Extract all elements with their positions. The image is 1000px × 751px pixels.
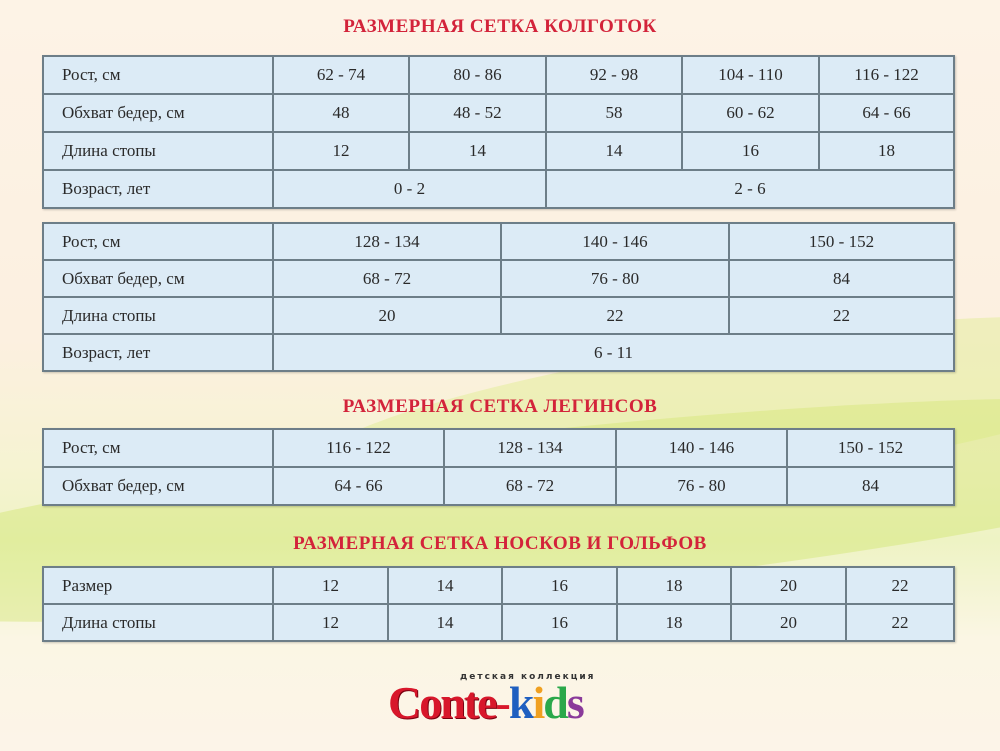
table-cell: 48 bbox=[272, 93, 410, 133]
table-row: Обхват бедер, см 64 - 66 68 - 72 76 - 80 84 bbox=[42, 466, 955, 506]
table-cell: 64 - 66 bbox=[272, 466, 445, 506]
table-cell: 104 - 110 bbox=[681, 55, 820, 95]
table-row: Рост, см 62 - 74 80 - 86 92 - 98 104 - 110 11… bbox=[42, 55, 955, 95]
table-cell: 128 - 134 bbox=[272, 222, 502, 261]
row-label: Длина стопы bbox=[42, 603, 274, 642]
table-cell: 0 - 2 bbox=[272, 169, 547, 209]
table-cell: 80 - 86 bbox=[408, 55, 547, 95]
leggings-size-table: Рост, см 116 - 122 128 - 134 140 - 146 150 -… bbox=[42, 428, 955, 506]
table-cell: 22 bbox=[845, 603, 955, 642]
table-cell: 116 - 122 bbox=[818, 55, 955, 95]
tights-size-table-1: Рост, см 62 - 74 80 - 86 92 - 98 104 - 110 11… bbox=[42, 55, 955, 209]
table-row: Возраст, лет 6 - 11 bbox=[42, 333, 955, 372]
table-cell: 76 - 80 bbox=[615, 466, 788, 506]
leggings-title: РАЗМЕРНАЯ СЕТКА ЛЕГИНСОВ bbox=[342, 396, 658, 417]
table-cell: 116 - 122 bbox=[272, 428, 445, 468]
table-cell: 20 bbox=[730, 566, 847, 605]
table-cell: 140 - 146 bbox=[615, 428, 788, 468]
table-cell: 16 bbox=[681, 131, 820, 171]
row-label: Длина стопы bbox=[42, 131, 274, 171]
table-cell: 92 - 98 bbox=[545, 55, 683, 95]
table-cell: 150 - 152 bbox=[728, 222, 955, 261]
table-cell: 14 bbox=[408, 131, 547, 171]
row-label: Возраст, лет bbox=[42, 169, 274, 209]
table-cell: 18 bbox=[616, 603, 732, 642]
table-cell: 18 bbox=[818, 131, 955, 171]
tights-size-table-2: Рост, см 128 - 134 140 - 146 150 - 152 Обхва… bbox=[42, 222, 955, 372]
table-cell: 68 - 72 bbox=[272, 259, 502, 298]
conte-kids-logo: детская коллекция Conte-kids bbox=[388, 668, 628, 734]
table-row: Обхват бедер, см 68 - 72 76 - 80 84 bbox=[42, 259, 955, 298]
row-label: Размер bbox=[42, 566, 274, 605]
table-cell: 14 bbox=[545, 131, 683, 171]
table-cell: 12 bbox=[272, 131, 410, 171]
table-cell: 2 - 6 bbox=[545, 169, 955, 209]
table-cell: 76 - 80 bbox=[500, 259, 730, 298]
table-cell: 22 bbox=[845, 566, 955, 605]
row-label: Обхват бедер, см bbox=[42, 466, 274, 506]
table-cell: 84 bbox=[728, 259, 955, 298]
row-label: Рост, см bbox=[42, 55, 274, 95]
table-cell: 14 bbox=[387, 566, 503, 605]
row-label: Обхват бедер, см bbox=[42, 259, 274, 298]
table-cell: 62 - 74 bbox=[272, 55, 410, 95]
table-cell: 20 bbox=[730, 603, 847, 642]
row-label: Рост, см bbox=[42, 222, 274, 261]
logo-subtitle: детская коллекция bbox=[460, 672, 596, 682]
table-cell: 6 - 11 bbox=[272, 333, 955, 372]
table-cell: 84 bbox=[786, 466, 955, 506]
table-cell: 22 bbox=[500, 296, 730, 335]
table-cell: 140 - 146 bbox=[500, 222, 730, 261]
table-cell: 18 bbox=[616, 566, 732, 605]
table-row: Длина стопы 12 14 14 16 18 bbox=[42, 131, 955, 171]
table-cell: 64 - 66 bbox=[818, 93, 955, 133]
row-label: Возраст, лет bbox=[42, 333, 274, 372]
table-cell: 68 - 72 bbox=[443, 466, 617, 506]
table-row: Размер 12 14 16 18 20 22 bbox=[42, 566, 955, 605]
table-cell: 12 bbox=[272, 603, 389, 642]
table-cell: 20 bbox=[272, 296, 502, 335]
table-cell: 48 - 52 bbox=[408, 93, 547, 133]
logo-brand: Conte-kids bbox=[388, 677, 585, 728]
row-label: Рост, см bbox=[42, 428, 274, 468]
socks-title: РАЗМЕРНАЯ СЕТКА НОСКОВ И ГОЛЬФОВ bbox=[293, 533, 707, 554]
table-cell: 12 bbox=[272, 566, 389, 605]
table-row: Рост, см 116 - 122 128 - 134 140 - 146 150 -… bbox=[42, 428, 955, 468]
table-row: Длина стопы 20 22 22 bbox=[42, 296, 955, 335]
table-cell: 128 - 134 bbox=[443, 428, 617, 468]
table-cell: 16 bbox=[501, 603, 618, 642]
table-cell: 60 - 62 bbox=[681, 93, 820, 133]
row-label: Обхват бедер, см bbox=[42, 93, 274, 133]
table-cell: 58 bbox=[545, 93, 683, 133]
table-cell: 14 bbox=[387, 603, 503, 642]
table-row: Рост, см 128 - 134 140 - 146 150 - 152 bbox=[42, 222, 955, 261]
tights-title: РАЗМЕРНАЯ СЕТКА КОЛГОТОК bbox=[343, 16, 657, 37]
table-row: Обхват бедер, см 48 48 - 52 58 60 - 62 64 - 6… bbox=[42, 93, 955, 133]
table-cell: 22 bbox=[728, 296, 955, 335]
row-label: Длина стопы bbox=[42, 296, 274, 335]
table-cell: 150 - 152 bbox=[786, 428, 955, 468]
table-cell: 16 bbox=[501, 566, 618, 605]
table-row: Длина стопы 12 14 16 18 20 22 bbox=[42, 603, 955, 642]
socks-size-table: Размер 12 14 16 18 20 22 Длина стопы 12 14 16 18 20 2… bbox=[42, 566, 955, 642]
